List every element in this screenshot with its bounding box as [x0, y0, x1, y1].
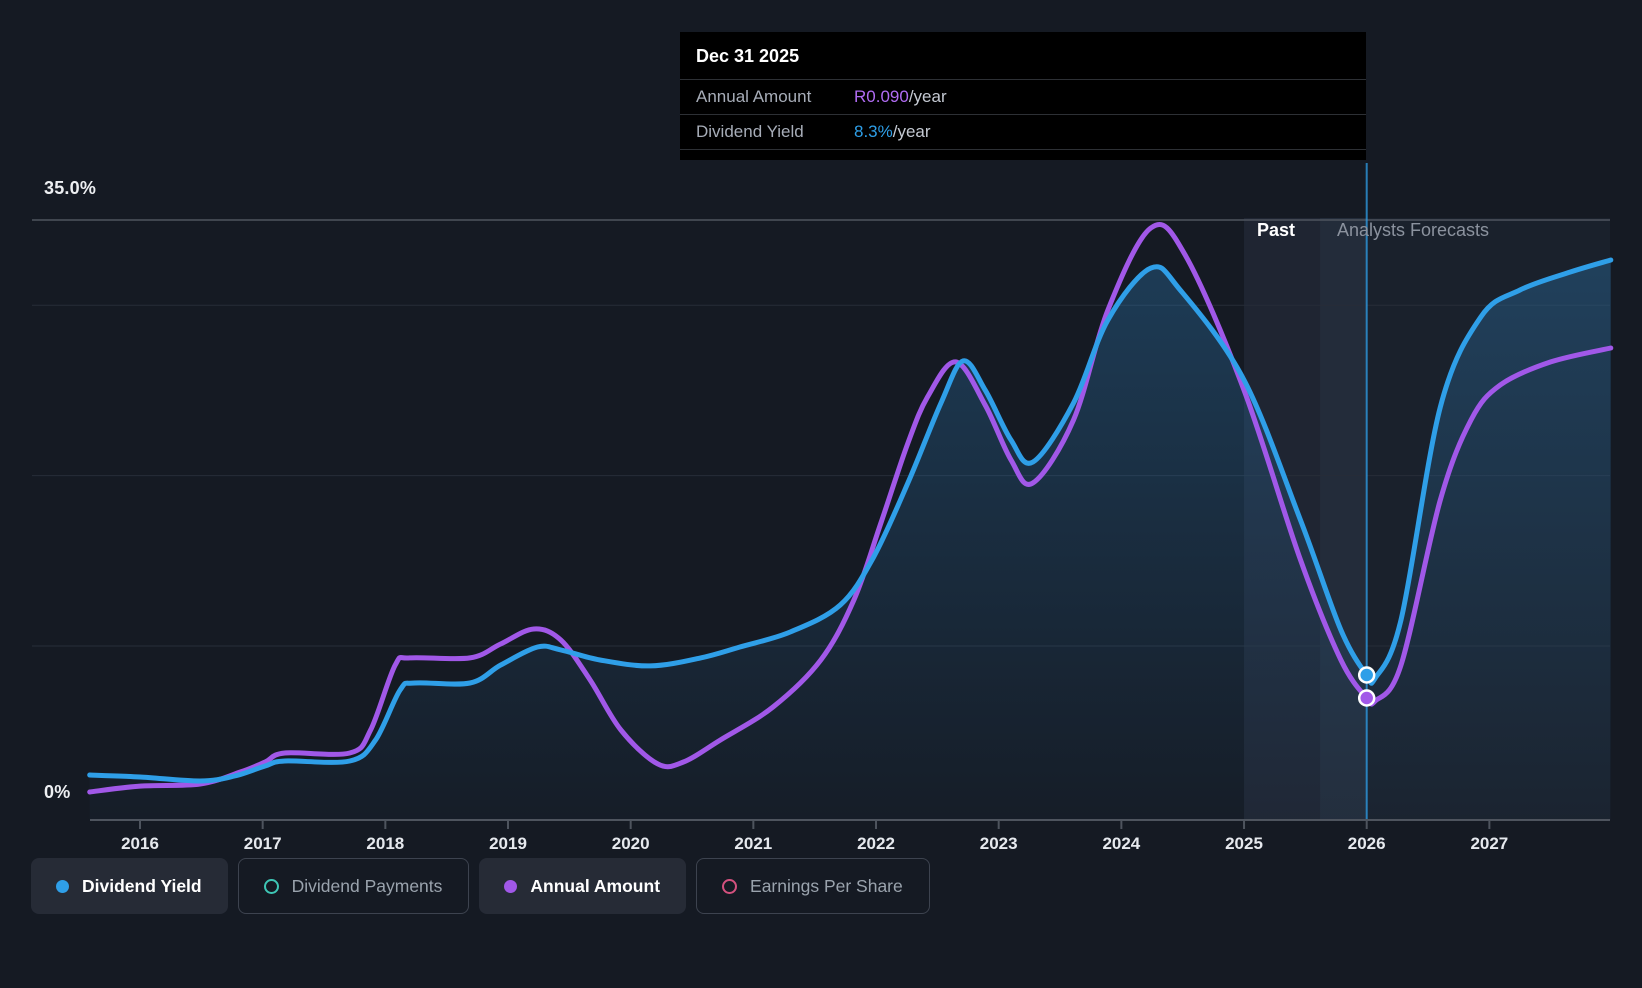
tooltip-annual-amount-row: Annual Amount R0.090 /year: [680, 80, 1366, 115]
legend-toggle-annual-amount[interactable]: Annual Amount: [479, 858, 687, 914]
dividend-yield-area-fill: [89, 260, 1611, 820]
dividend-yield-dot-icon: [56, 879, 69, 893]
legend-toggle-dividend-yield[interactable]: Dividend Yield: [31, 858, 228, 914]
legend-label: Annual Amount: [530, 875, 661, 896]
x-axis-label-2021: 2021: [734, 834, 773, 853]
x-axis-label-2017: 2017: [243, 834, 282, 853]
y-axis-zero-label: 0%: [44, 782, 71, 802]
tooltip-annual-amount-unit: /year: [908, 87, 947, 106]
tooltip-dividend-yield-label: Dividend Yield: [696, 122, 804, 141]
legend-label: Dividend Yield: [82, 875, 202, 896]
annual-amount-hover-marker: [1357, 689, 1376, 707]
past-zone-label: Past: [1257, 220, 1296, 240]
legend-toggle-earnings-per-share[interactable]: Earnings Per Share: [696, 858, 930, 914]
tooltip-annual-amount-value: R0.090: [854, 87, 909, 106]
x-axis-label-2018: 2018: [366, 834, 405, 853]
x-axis-label-2024: 2024: [1102, 834, 1141, 853]
annual-amount-dot-icon: [504, 879, 518, 893]
legend-toggle-dividend-payments[interactable]: Dividend Payments: [237, 858, 470, 914]
forecast-zone-label: Analysts Forecasts: [1337, 220, 1490, 240]
legend-label: Earnings Per Share: [750, 875, 903, 896]
x-axis-label-2020: 2020: [611, 834, 650, 853]
x-axis-label-2027: 2027: [1470, 834, 1509, 853]
legend: Dividend Yield Dividend Payments Annual …: [31, 858, 930, 914]
earnings-per-share-ring-icon: [722, 878, 738, 894]
x-axis: [90, 819, 1610, 829]
y-axis-max-label: 35.0%: [44, 178, 97, 198]
x-axis-label-2023: 2023: [979, 834, 1018, 853]
x-axis-label-2022: 2022: [857, 834, 895, 853]
tooltip-annual-amount-label: Annual Amount: [696, 87, 812, 106]
x-axis-label-2026: 2026: [1347, 834, 1386, 853]
tooltip-dividend-yield-value: 8.3%: [854, 122, 893, 141]
dividend-payments-ring-icon: [263, 878, 279, 894]
tooltip-dividend-yield-row: Dividend Yield 8.3% /year: [680, 115, 1366, 150]
dividend-yield-line: [87, 257, 1614, 784]
x-axis-label-2016: 2016: [121, 834, 159, 853]
tooltip-date: Dec 31 2025: [680, 32, 1366, 80]
x-axis-label-2019: 2019: [489, 834, 527, 853]
tooltip-dividend-yield-unit: /year: [892, 122, 931, 141]
legend-label: Dividend Payments: [291, 875, 443, 896]
x-axis-label-2025: 2025: [1225, 834, 1263, 853]
dividend-yield-hover-marker: [1357, 666, 1376, 684]
hover-tooltip: Dec 31 2025 Annual Amount R0.090 /year D…: [680, 32, 1366, 160]
